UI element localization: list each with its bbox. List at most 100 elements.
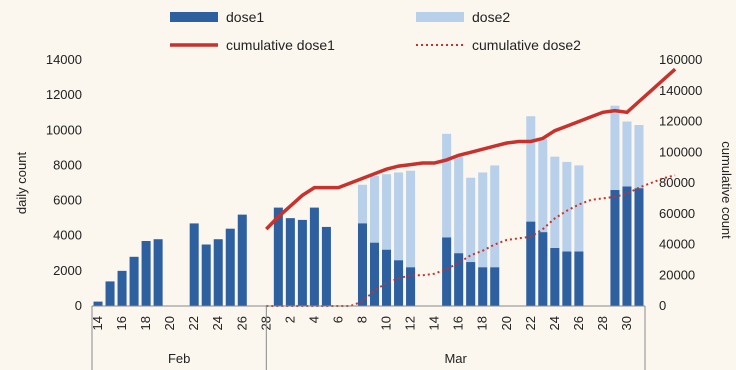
dose1-bar xyxy=(141,240,151,306)
dose1-bar xyxy=(117,270,127,306)
dose1-bar xyxy=(478,267,488,306)
x-tick-label: 20 xyxy=(162,316,177,330)
y-tick-left: 14000 xyxy=(46,52,82,67)
right-y-axis: 0 20000 40000 60000 80000 100000 120000 140000 1… xyxy=(659,52,702,313)
bars xyxy=(93,105,644,306)
x-tick-label: 8 xyxy=(354,316,369,323)
x-tick-label: 20 xyxy=(499,316,514,330)
dose2-bar xyxy=(394,172,404,306)
legend-swatch-dose2 xyxy=(416,12,464,22)
dose2-bar xyxy=(526,116,536,306)
dose1-bar xyxy=(153,239,163,306)
dose1-bar xyxy=(454,253,464,306)
dose2-bar xyxy=(562,161,572,306)
x-tick-label: 18 xyxy=(475,316,490,330)
dose1-bar xyxy=(357,223,367,306)
dose1-bar xyxy=(237,214,247,306)
dose1-bar xyxy=(213,239,223,306)
y-tick-right: 40000 xyxy=(659,237,695,252)
x-tick-label: 12 xyxy=(403,316,418,330)
x-tick-label: 14 xyxy=(90,316,105,330)
month-label-mar: Mar xyxy=(444,351,467,366)
dose2-bar xyxy=(490,165,500,306)
dose2-bar xyxy=(442,133,452,306)
x-tick-label: 6 xyxy=(330,316,345,323)
y-tick-right: 80000 xyxy=(659,175,695,190)
dose2-bar xyxy=(478,172,488,306)
dose1-bar xyxy=(297,219,307,306)
dose1-bar xyxy=(442,237,452,306)
legend-label-cumulative-dose1: cumulative dose1 xyxy=(226,37,335,53)
dose1-bar xyxy=(538,232,548,306)
x-tick-label: 18 xyxy=(138,316,153,330)
dose1-bar xyxy=(562,251,572,306)
y-tick-left: 2000 xyxy=(53,263,82,278)
cumulative-dose1-line xyxy=(265,67,677,231)
dose1-bar xyxy=(550,248,560,306)
x-tick-label: 26 xyxy=(234,316,249,330)
y-axis-label-left: daily count xyxy=(14,152,29,215)
month-label-feb: Feb xyxy=(168,351,190,366)
dose1-bar xyxy=(105,281,115,306)
dose1-bar xyxy=(490,267,500,306)
dose2-bar xyxy=(406,170,416,306)
x-tick-label: 26 xyxy=(571,316,586,330)
x-tick-label: 22 xyxy=(186,316,201,330)
dose2-bar xyxy=(370,175,380,306)
y-tick-left: 12000 xyxy=(46,87,82,102)
x-tick-label: 24 xyxy=(547,316,562,330)
y-tick-left: 6000 xyxy=(53,193,82,208)
dose1-bar xyxy=(225,228,235,306)
x-tick-label: 22 xyxy=(523,316,538,330)
legend-swatch-dose1 xyxy=(170,12,218,22)
y-tick-right: 100000 xyxy=(659,144,702,159)
lines xyxy=(265,67,677,307)
x-tick-label: 30 xyxy=(619,316,634,330)
y-tick-right: 0 xyxy=(659,298,666,313)
dose1-bar xyxy=(466,262,476,306)
dose1-bar xyxy=(93,301,103,306)
dose1-bar xyxy=(610,190,620,306)
x-axis: 1416182022242628246810121416182022242628… xyxy=(90,305,646,370)
dose1-bar xyxy=(622,186,632,306)
y-tick-left: 0 xyxy=(75,298,82,313)
dose1-bar xyxy=(201,244,211,306)
dose1-bar xyxy=(526,221,536,306)
dose1-bar xyxy=(406,267,416,306)
y-tick-right: 20000 xyxy=(659,267,695,282)
y-tick-right: 140000 xyxy=(659,83,702,98)
x-tick-label: 10 xyxy=(379,316,394,330)
y-tick-right: 120000 xyxy=(659,114,702,129)
dose1-bar xyxy=(370,242,380,306)
dose1-bar xyxy=(394,260,404,306)
y-tick-right: 160000 xyxy=(659,52,702,67)
dose1-bar xyxy=(129,256,139,306)
x-tick-label: 28 xyxy=(595,316,610,330)
x-tick-label: 24 xyxy=(210,316,225,330)
y-axis-label-right: cumulative count xyxy=(719,141,734,239)
x-tick-label: 16 xyxy=(451,316,466,330)
y-tick-left: 10000 xyxy=(46,122,82,137)
dose2-bar xyxy=(466,177,476,306)
dose2-bar xyxy=(538,139,548,306)
legend-label-cumulative-dose2: cumulative dose2 xyxy=(472,37,581,53)
legend-label-dose1: dose1 xyxy=(226,9,264,25)
legend-label-dose2: dose2 xyxy=(472,9,510,25)
dose1-bar xyxy=(634,188,644,306)
dose1-bar xyxy=(574,251,584,306)
left-y-axis: 0 2000 4000 6000 8000 10000 12000 14000 xyxy=(46,52,82,313)
dose2-bar xyxy=(550,156,560,306)
x-tick-label: 16 xyxy=(114,316,129,330)
dose2-bar xyxy=(574,165,584,306)
dose1-bar xyxy=(309,207,319,306)
dose1-bar xyxy=(321,226,331,306)
dose2-bar xyxy=(454,156,464,306)
x-tick-label: 2 xyxy=(282,316,297,323)
x-tick-label: 4 xyxy=(306,316,321,323)
y-tick-right: 60000 xyxy=(659,206,695,221)
dose2-bar xyxy=(382,174,392,306)
y-tick-left: 8000 xyxy=(53,157,82,172)
y-tick-left: 4000 xyxy=(53,228,82,243)
dose1-bar xyxy=(189,223,199,306)
